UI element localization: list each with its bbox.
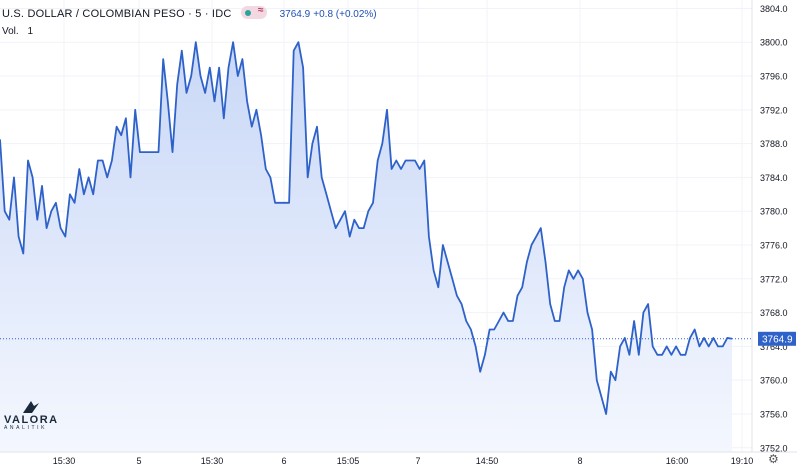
y-tick-label: 3796.0 [760, 72, 788, 82]
y-tick-label: 3760.0 [760, 376, 788, 386]
x-tick-label: 5 [136, 456, 141, 465]
volume-label: Vol. [2, 26, 19, 37]
valora-logo: VALORA ANALITIK [4, 400, 66, 431]
x-tick-label: 7 [415, 456, 420, 465]
x-tick-label: 14:50 [476, 456, 499, 465]
y-tick-label: 3752.0 [760, 443, 788, 453]
price-line [0, 41, 733, 415]
y-tick-label: 3788.0 [760, 139, 788, 149]
x-tick-label: 8 [577, 456, 582, 465]
symbol-title: U.S. DOLLAR / COLOMBIAN PESO · 5 · IDC [2, 8, 232, 20]
volume-legend: Vol. 1 [2, 26, 39, 37]
last-price-label: 3764.9 [758, 331, 796, 346]
y-tick-label: 3800.0 [760, 38, 788, 48]
y-tick-label: 3792.0 [760, 105, 788, 115]
y-tick-label: 3768.0 [760, 308, 788, 318]
y-tick-label: 3756.0 [760, 409, 788, 419]
x-tick-label: 15:05 [337, 456, 360, 465]
gear-icon[interactable]: ⚙ [768, 452, 779, 466]
x-tick-label: 15:30 [53, 456, 76, 465]
logo-subtitle: ANALITIK [4, 425, 48, 431]
price-change: +0.8 (+0.02%) [313, 9, 377, 20]
price-area [0, 42, 732, 452]
volume-value: 1 [27, 26, 34, 37]
y-tick-label: 3776.0 [760, 241, 788, 251]
logo-mark-icon [23, 401, 39, 413]
price-axis: 3804.0 3800.0 3796.0 3792.0 3788.0 3784.0 3780… [760, 4, 788, 453]
y-tick-label: 3804.0 [760, 4, 788, 14]
x-tick-label: 15:30 [201, 456, 224, 465]
logo-name: VALORA [4, 414, 59, 426]
y-tick-label: 3764.0 [760, 342, 788, 352]
x-tick-label: 16:00 [666, 456, 689, 465]
x-tick-label: 6 [281, 456, 286, 465]
last-price-text: 3764.9 [762, 334, 793, 345]
market-status-icon[interactable]: ≈ [240, 5, 267, 19]
y-tick-label: 3780.0 [760, 207, 788, 217]
last-price: 3764.9 [279, 9, 311, 20]
y-tick-label: 3772.0 [760, 274, 788, 284]
chart-header: U.S. DOLLAR / COLOMBIAN PESO · 5 · IDC ≈… [2, 5, 377, 20]
time-axis: 15:30 5 15:30 6 15:05 7 14:50 8 16:00 19:10 [53, 456, 754, 465]
x-tick-label: 19:10 [731, 456, 754, 465]
y-tick-label: 3784.0 [760, 173, 788, 183]
